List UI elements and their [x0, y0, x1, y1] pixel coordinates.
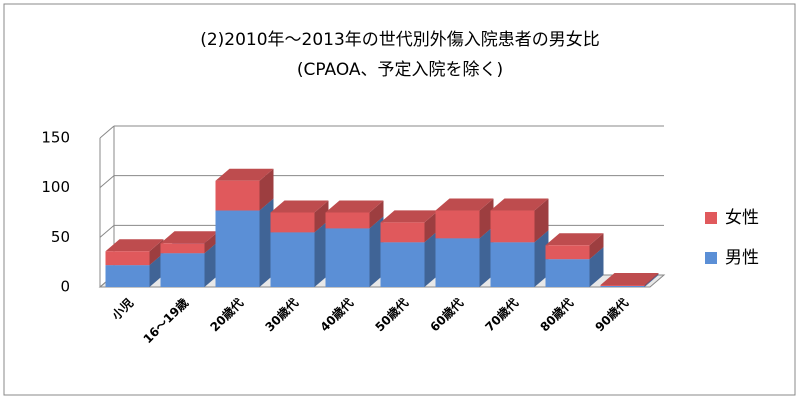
- y-tick-label: 0: [60, 278, 70, 296]
- bar-side: [534, 198, 549, 243]
- y-tick-label: 150: [41, 129, 70, 147]
- bar-side: [369, 216, 384, 287]
- bar-top: [325, 200, 384, 213]
- bar: [215, 180, 260, 211]
- grid-line-side: [99, 224, 115, 238]
- bar-side: [589, 247, 604, 287]
- grid-line-side: [99, 125, 115, 139]
- legend-swatch: [705, 212, 717, 224]
- bar: [600, 285, 645, 287]
- bar-side: [149, 239, 164, 266]
- chart-frame: [3, 3, 796, 396]
- bar: [215, 210, 260, 287]
- bar: [545, 259, 590, 287]
- bar-side: [259, 198, 274, 287]
- bar-side: [424, 210, 439, 243]
- bar-side: [534, 230, 549, 287]
- bar: [160, 253, 205, 287]
- legend-label: 女性: [725, 208, 759, 228]
- bar-side: [314, 220, 329, 287]
- bar-top: [380, 210, 439, 223]
- bar: [380, 222, 425, 243]
- bar: [545, 245, 590, 260]
- bar-side: [589, 233, 604, 260]
- legend-swatch: [705, 252, 717, 264]
- bar-side: [259, 168, 274, 211]
- bar-top: [270, 200, 329, 213]
- bar: [490, 210, 535, 243]
- bar: [105, 265, 150, 287]
- chart-subtitle: (CPAOA、予定入院を除く): [297, 60, 503, 80]
- bar-side: [149, 253, 164, 287]
- bar-top: [105, 239, 164, 252]
- bar-top: [545, 233, 604, 246]
- legend-label: 男性: [725, 248, 759, 268]
- bar-top: [215, 168, 274, 181]
- y-tick-label: 50: [51, 228, 70, 246]
- bar-side: [424, 230, 439, 287]
- bar-side: [479, 226, 494, 287]
- bar-side: [479, 198, 494, 239]
- chart-title: (2)2010年～2013年の世代別外傷入院患者の男女比: [200, 30, 600, 50]
- y-tick-label: 100: [41, 178, 70, 196]
- bar-side: [314, 200, 329, 233]
- bar: [270, 232, 315, 287]
- bar-top: [600, 273, 659, 286]
- bar: [435, 210, 480, 239]
- bar: [325, 228, 370, 287]
- bar: [325, 212, 370, 229]
- bar-side: [204, 241, 219, 287]
- bar: [105, 251, 150, 266]
- bar-side: [644, 273, 659, 287]
- grid-line-side: [99, 175, 115, 189]
- bar: [600, 286, 645, 287]
- bar: [435, 238, 480, 287]
- bar: [270, 212, 315, 233]
- bar: [380, 242, 425, 287]
- bar-top: [435, 198, 494, 211]
- bar: [490, 242, 535, 287]
- bar-top: [160, 231, 219, 244]
- bar-top: [490, 198, 549, 211]
- bar-side: [644, 274, 659, 287]
- bar: [160, 243, 205, 254]
- bar-side: [204, 231, 219, 254]
- bar-side: [369, 200, 384, 229]
